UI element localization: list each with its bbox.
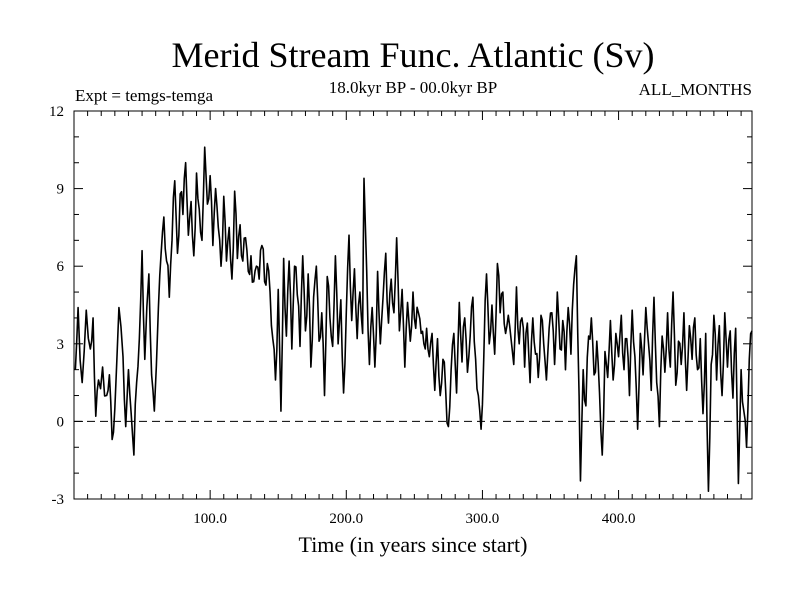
- plot-frame: [73, 110, 753, 500]
- y-tick-label: -3: [52, 492, 65, 508]
- plot-area: [74, 146, 753, 493]
- x-tick-label: 100.0: [193, 511, 227, 527]
- y-tick-label: 6: [57, 259, 65, 275]
- series-line: [74, 146, 753, 493]
- x-tick-label: 200.0: [329, 511, 363, 527]
- y-tick-label: 12: [49, 104, 64, 120]
- y-tick-label: 3: [57, 337, 65, 353]
- y-tick-label: 0: [57, 414, 65, 430]
- x-axis-label: Time (in years since start): [299, 532, 528, 557]
- experiment-label: Expt = temgs-temga: [75, 86, 213, 105]
- y-tick-label: 9: [57, 182, 65, 198]
- x-tick-label: 300.0: [466, 511, 500, 527]
- x-tick-label: 400.0: [602, 511, 636, 527]
- months-label: ALL_MONTHS: [639, 80, 752, 99]
- axis-ticks: [74, 110, 752, 500]
- time-range-label: 18.0kyr BP - 00.0kyr BP: [329, 78, 497, 97]
- axis-tick-labels: 100.0 200.0 300.0 400.0 -3 0 3 6 9 12: [49, 104, 635, 527]
- chart-title: Merid Stream Func. Atlantic (Sv): [172, 35, 655, 75]
